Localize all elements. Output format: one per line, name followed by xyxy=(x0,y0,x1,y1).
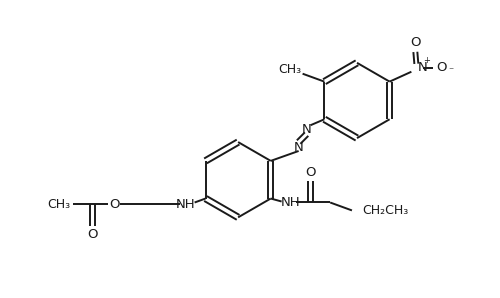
Text: CH₂CH₃: CH₂CH₃ xyxy=(362,204,408,217)
Text: N: N xyxy=(302,123,312,136)
Text: O: O xyxy=(305,166,316,179)
Text: NH: NH xyxy=(176,198,196,211)
Text: CH₃: CH₃ xyxy=(48,198,70,211)
Text: +: + xyxy=(423,56,430,65)
Text: ⁻: ⁻ xyxy=(448,67,454,77)
Text: O: O xyxy=(88,228,98,241)
Text: NH: NH xyxy=(280,196,300,209)
Text: N: N xyxy=(418,61,427,74)
Text: O: O xyxy=(109,198,120,211)
Text: O: O xyxy=(436,61,446,74)
Text: O: O xyxy=(410,36,420,49)
Text: N: N xyxy=(294,141,304,153)
Text: CH₃: CH₃ xyxy=(278,63,301,76)
